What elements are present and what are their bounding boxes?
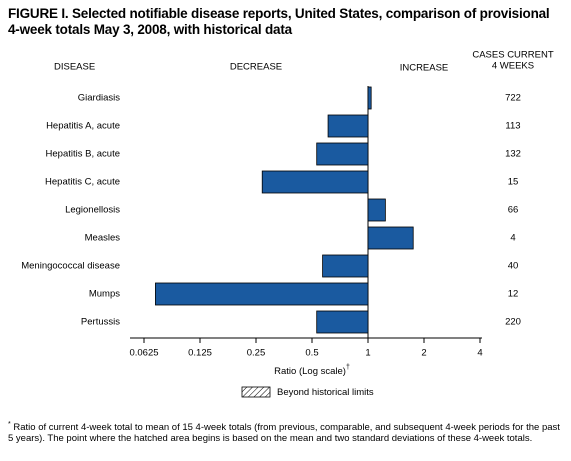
footnote: * Ratio of current 4-week total to mean … bbox=[8, 419, 563, 444]
footnote-text: Ratio of current 4-week total to mean of… bbox=[8, 422, 560, 445]
x-axis-label-text: Ratio (Log scale) bbox=[274, 366, 346, 377]
x-tick-label: 0.5 bbox=[305, 348, 318, 359]
category-label: Meningococcal disease bbox=[21, 261, 120, 272]
category-label: Pertussis bbox=[81, 317, 120, 328]
x-tick-label: 4 bbox=[477, 348, 482, 359]
category-label: Measles bbox=[85, 233, 121, 244]
bar bbox=[155, 282, 369, 306]
cases-header: 4 WEEKS bbox=[492, 61, 534, 72]
x-tick-label: 2 bbox=[421, 348, 426, 359]
bar bbox=[322, 254, 369, 278]
category-label: Mumps bbox=[89, 289, 120, 300]
x-tick-label: 0.25 bbox=[247, 348, 266, 359]
bar bbox=[367, 226, 414, 250]
bar bbox=[316, 142, 369, 166]
legend-swatch bbox=[241, 386, 271, 398]
cases-value: 12 bbox=[508, 289, 519, 300]
increase-header: INCREASE bbox=[400, 63, 449, 74]
category-label: Legionellosis bbox=[65, 205, 120, 216]
cases-value: 4 bbox=[510, 233, 515, 244]
bar bbox=[261, 170, 369, 194]
cases-value: 15 bbox=[508, 177, 519, 188]
legend-label: Beyond historical limits bbox=[277, 387, 374, 398]
category-header: DISEASE bbox=[54, 62, 95, 73]
x-tick-label: 0.125 bbox=[188, 348, 212, 359]
bar bbox=[327, 114, 369, 138]
category-label: Hepatitis C, acute bbox=[45, 177, 120, 188]
cases-value: 40 bbox=[508, 261, 519, 272]
cases-value: 132 bbox=[505, 149, 521, 160]
cases-value: 220 bbox=[505, 317, 521, 328]
x-axis-label-mark: † bbox=[346, 364, 350, 371]
cases-header: CASES CURRENT bbox=[472, 50, 553, 61]
category-label: Giardiasis bbox=[78, 93, 120, 104]
category-label: Hepatitis A, acute bbox=[46, 121, 120, 132]
x-axis-label: Ratio (Log scale)† bbox=[274, 364, 350, 377]
decrease-header: DECREASE bbox=[230, 62, 282, 73]
x-tick-label: 1 bbox=[365, 348, 370, 359]
cases-value: 66 bbox=[508, 205, 519, 216]
cases-value: 113 bbox=[505, 121, 520, 132]
x-tick-label: 0.0625 bbox=[129, 348, 158, 359]
chart-title: FIGURE I. Selected notifiable disease re… bbox=[8, 6, 550, 37]
bar bbox=[367, 198, 386, 222]
footnote-mark: * bbox=[8, 421, 11, 428]
bar bbox=[367, 86, 372, 110]
cases-value: 722 bbox=[505, 93, 521, 104]
bar bbox=[316, 310, 369, 334]
category-label: Hepatitis B, acute bbox=[46, 149, 120, 160]
